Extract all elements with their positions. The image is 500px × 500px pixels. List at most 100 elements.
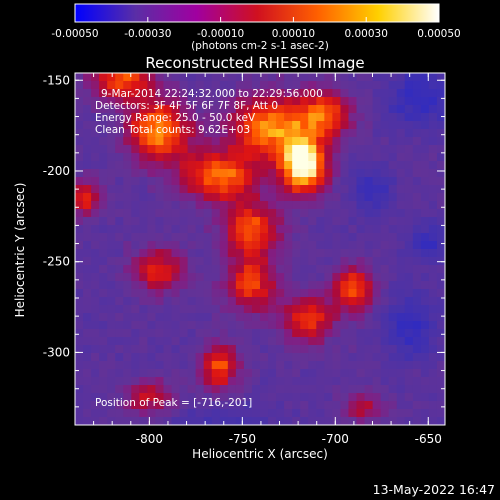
heatmap-cell: [292, 97, 301, 106]
heatmap-cell: [364, 369, 374, 378]
heatmap-cell: [372, 369, 382, 378]
heatmap-cell: [380, 105, 390, 114]
heatmap-cell: [332, 201, 342, 210]
heatmap-cell: [147, 409, 157, 418]
heatmap-cell: [211, 385, 221, 394]
heatmap-cell: [75, 305, 84, 314]
heatmap-cell: [276, 81, 285, 90]
heatmap-cell: [340, 321, 350, 330]
heatmap-cell: [292, 89, 301, 98]
heatmap-cell: [195, 401, 205, 410]
heatmap-cell: [235, 297, 245, 306]
heatmap-cell: [115, 417, 124, 425]
heatmap-cell: [268, 217, 277, 226]
heatmap-cell: [243, 169, 253, 178]
heatmap-cell: [131, 225, 140, 234]
heatmap-cell: [380, 89, 390, 98]
heatmap-cell: [163, 177, 173, 186]
heatmap-cell: [428, 145, 438, 154]
heatmap-cell: [131, 289, 140, 298]
heatmap-cell: [420, 337, 430, 346]
heatmap-cell: [300, 401, 309, 410]
heatmap-cell: [195, 177, 205, 186]
heatmap-cell: [155, 177, 165, 186]
heatmap-cell: [332, 417, 342, 425]
heatmap-cell: [83, 297, 92, 306]
heatmap-cell: [219, 201, 229, 210]
heatmap-cell: [292, 273, 301, 282]
heatmap-cell: [155, 129, 165, 138]
heatmap-cell: [123, 137, 132, 146]
heatmap-cell: [396, 161, 406, 170]
heatmap-cell: [115, 345, 124, 354]
heatmap-cell: [276, 329, 285, 338]
heatmap-cell: [203, 361, 213, 370]
heatmap-cell: [75, 177, 84, 186]
heatmap-cell: [436, 273, 445, 282]
heatmap-cell: [107, 241, 116, 250]
heatmap-cell: [412, 273, 422, 282]
heatmap-cell: [203, 249, 213, 258]
heatmap-cell: [364, 121, 374, 130]
heatmap-cell: [83, 385, 92, 394]
colorbar-units-label: (photons cm-2 s-1 asec-2): [191, 40, 329, 52]
heatmap-cell: [75, 233, 84, 242]
heatmap-cell: [75, 409, 84, 418]
heatmap-cell: [404, 169, 414, 178]
heatmap-cell: [163, 169, 173, 178]
heatmap-cell: [404, 385, 414, 394]
heatmap-cell: [147, 249, 157, 258]
heatmap-cell: [179, 129, 189, 138]
heatmap-cell: [171, 417, 181, 425]
heatmap-cell: [163, 377, 173, 386]
heatmap-cell: [107, 337, 116, 346]
heatmap-cell: [364, 145, 374, 154]
heatmap-cell: [195, 353, 205, 362]
heatmap-cell: [332, 105, 342, 114]
heatmap-cell: [235, 273, 245, 282]
heatmap-cell: [284, 353, 293, 362]
heatmap-cell: [179, 265, 189, 274]
heatmap-cell: [380, 209, 390, 218]
heatmap-cell: [99, 161, 108, 170]
heatmap-cell: [396, 209, 406, 218]
heatmap-cell: [187, 137, 197, 146]
heatmap-cell: [324, 89, 333, 98]
heatmap-cell: [91, 281, 100, 290]
heatmap-cell: [187, 81, 197, 90]
heatmap-cell: [260, 233, 269, 242]
heatmap-cell: [316, 313, 325, 322]
heatmap-cell: [316, 273, 325, 282]
heatmap-cell: [179, 249, 189, 258]
heatmap-cell: [308, 417, 317, 425]
heatmap-cell: [99, 137, 108, 146]
y-tick-label: -150: [43, 73, 70, 87]
heatmap-cell: [292, 169, 301, 178]
heatmap-cell: [388, 385, 398, 394]
heatmap-cell: [420, 105, 430, 114]
heatmap-cell: [131, 369, 140, 378]
heatmap-cell: [420, 153, 430, 162]
heatmap-cell: [396, 185, 406, 194]
heatmap-cell: [227, 409, 237, 418]
heatmap-cell: [428, 409, 438, 418]
heatmap-cell: [75, 193, 84, 202]
heatmap-cell: [99, 257, 108, 266]
heatmap-cell: [356, 377, 366, 386]
heatmap-cell: [235, 225, 245, 234]
heatmap-cell: [235, 305, 245, 314]
heatmap-cell: [187, 377, 197, 386]
heatmap-cell: [332, 329, 342, 338]
heatmap-cell: [123, 249, 132, 258]
heatmap-cell: [268, 369, 277, 378]
heatmap-cell: [260, 305, 269, 314]
heatmap-cell: [83, 153, 92, 162]
heatmap-cell: [340, 249, 350, 258]
heatmap-cell: [115, 209, 124, 218]
heatmap-cell: [420, 321, 430, 330]
heatmap-cell: [227, 249, 237, 258]
heatmap-cell: [219, 241, 229, 250]
heatmap-cell: [316, 73, 325, 82]
heatmap-cell: [420, 313, 430, 322]
heatmap-cell: [171, 337, 181, 346]
